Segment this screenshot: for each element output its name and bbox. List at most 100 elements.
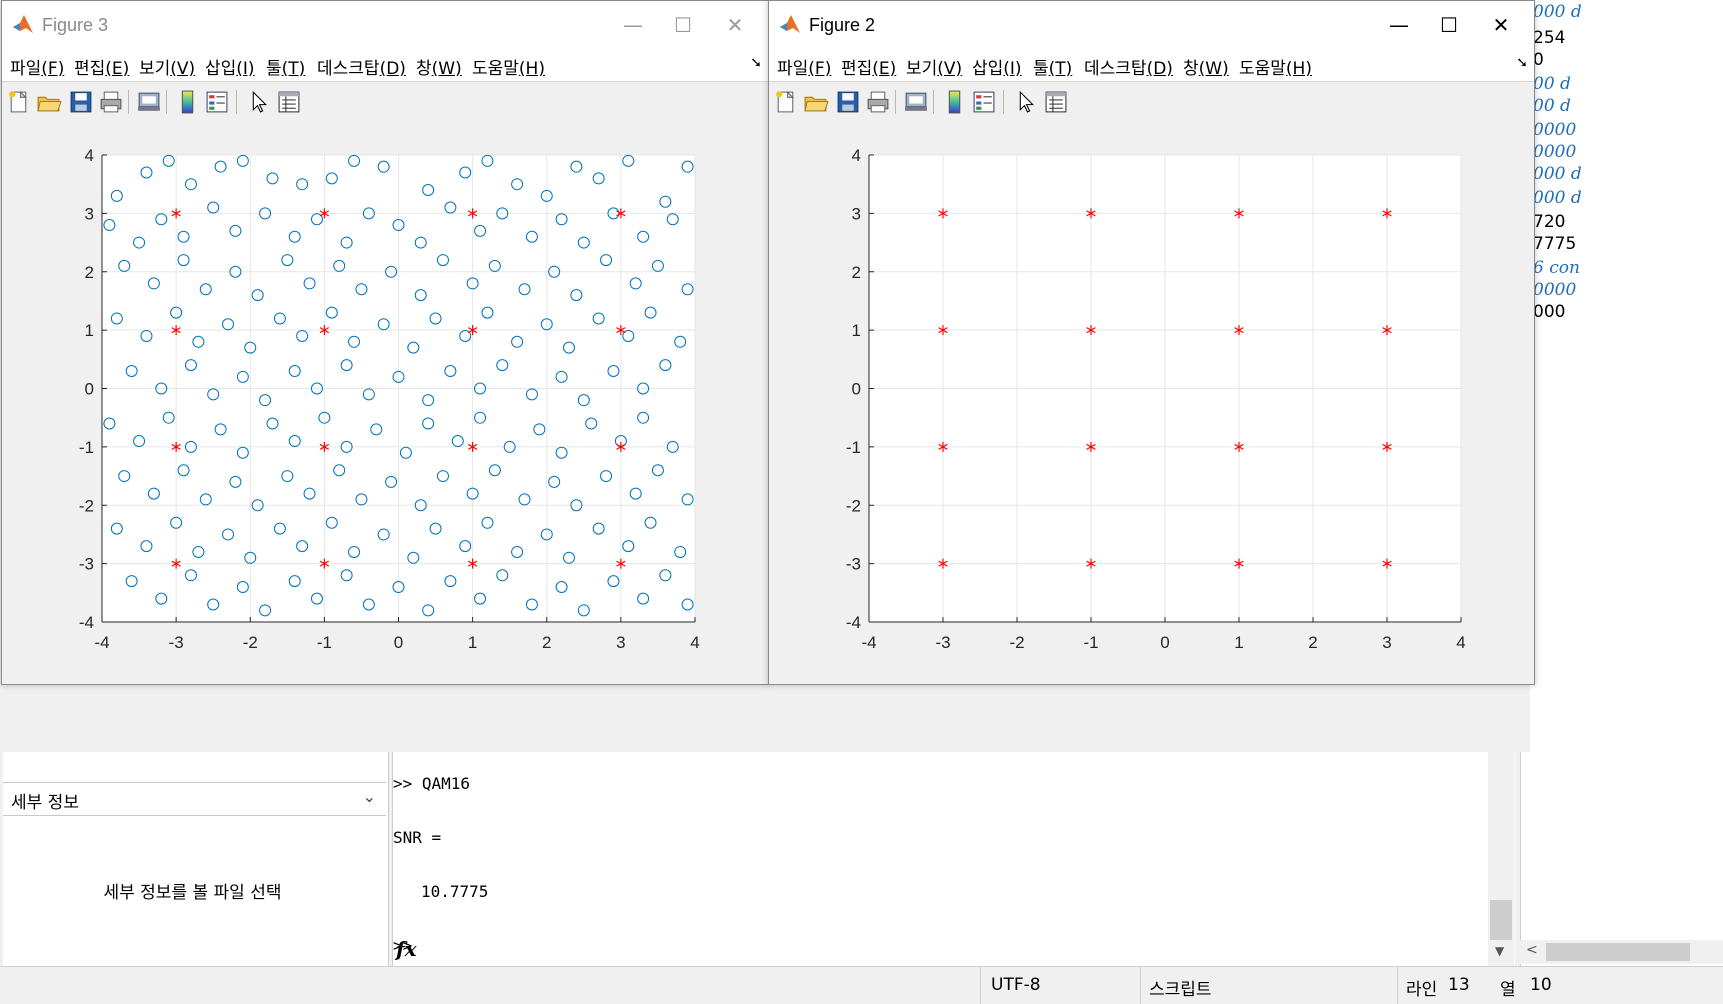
y-tick-label: 0 [852, 380, 861, 399]
figure-2-plot-area[interactable]: -4 -3 -2 -1 0 1 2 3 4 -4 -3 -2 -1 0 1 2 3 4 [769, 124, 1534, 684]
data-point-received [422, 604, 435, 617]
open-file-icon[interactable] [803, 89, 829, 115]
close-icon[interactable]: ✕ [726, 13, 744, 37]
data-point-reference [319, 441, 330, 452]
save-icon[interactable] [835, 89, 861, 115]
x-tick-label: -2 [243, 633, 258, 652]
maximize-icon[interactable]: ☐ [674, 13, 692, 37]
y-tick-label: 4 [852, 146, 861, 165]
y-tick-label: 2 [852, 263, 861, 282]
hscrollbar-thumb[interactable] [1546, 943, 1690, 961]
menu-item-3[interactable]: 삽입(I) [205, 59, 255, 79]
menu-item-0[interactable]: 파일(F) [10, 59, 65, 79]
figure-3-plot-area[interactable]: -4 -3 -2 -1 0 1 2 3 4 -4 -3 -2 -1 0 1 2 3 4 [2, 124, 768, 684]
figure-3-window[interactable]: Figure 3 — ☐ ✕ 파일(F) 편집(E) 보기(V) 삽입(I) 툴(T) 데… [1, 0, 769, 685]
data-point-received [333, 464, 346, 477]
scrollbar-thumb[interactable] [1490, 900, 1512, 940]
figure-3-toolbar [2, 81, 768, 125]
details-header[interactable]: 세부 정보 ⌄ [3, 782, 386, 816]
command-window[interactable]: >> QAM16 SNR = 10.7775 >> [392, 752, 1515, 966]
figure-3-title: Figure 3 [42, 15, 109, 35]
menu-item-2[interactable]: 보기(V) [906, 59, 963, 79]
print-icon[interactable] [865, 89, 891, 115]
data-point-received [310, 382, 323, 395]
data-point-received [348, 335, 361, 348]
data-point-received [518, 283, 531, 296]
pointer-icon[interactable] [246, 89, 272, 115]
y-tick-label: -2 [846, 496, 861, 515]
minimize-icon[interactable]: — [623, 13, 643, 37]
figure-2-toolbar [769, 81, 1534, 125]
maximize-icon[interactable]: ☐ [1440, 13, 1458, 37]
data-point-received [399, 446, 412, 459]
workspace-value-12: 0000 [1533, 280, 1577, 300]
menu-item-1[interactable]: 편집(E) [74, 59, 130, 79]
data-point-received [562, 341, 575, 354]
figure-3-menubar: 파일(F) 편집(E) 보기(V) 삽입(I) 툴(T) 데스크탑(D) 창(W) 도움말(H… [2, 49, 768, 81]
menu-item-6[interactable]: 창(W) [1183, 59, 1229, 79]
legend-icon[interactable] [204, 89, 230, 115]
data-point-received [236, 370, 249, 383]
menu-item-0[interactable]: 파일(F) [777, 59, 832, 79]
x-tick-label: 2 [1308, 633, 1317, 652]
menu-item-3[interactable]: 삽입(I) [972, 59, 1022, 79]
menu-item-1[interactable]: 편집(E) [841, 59, 897, 79]
legend-icon[interactable] [971, 89, 997, 115]
menu-item-6[interactable]: 창(W) [416, 59, 462, 79]
new-figure-icon[interactable] [6, 89, 32, 115]
x-tick-label: -3 [169, 633, 184, 652]
data-point-reference [938, 208, 948, 219]
figure-2-window[interactable]: Figure 2 — ☐ ✕ 파일(F) 편집(E) 보기(V) 삽입(I) 툴(T) 데… [768, 0, 1535, 685]
workspace-hscrollbar[interactable]: < [1520, 940, 1723, 964]
data-point-received [525, 230, 538, 243]
data-point-received [155, 382, 168, 395]
command-window-scrollbar[interactable]: ▼ [1488, 752, 1514, 966]
link-icon[interactable] [903, 89, 929, 115]
data-point-received [362, 207, 375, 220]
colorbar-icon[interactable] [941, 89, 967, 115]
new-figure-icon[interactable] [773, 89, 799, 115]
status-bar: UTF-8 스크립트 라인 13 열 10 [0, 966, 1723, 1004]
menu-item-2[interactable]: 보기(V) [139, 59, 196, 79]
y-tick-label: -1 [79, 438, 94, 457]
chevron-down-icon[interactable]: ⌄ [362, 787, 376, 806]
fx-icon[interactable]: fx [396, 937, 417, 961]
data-point-reference [1086, 558, 1096, 569]
data-point-received [325, 172, 338, 185]
close-icon[interactable]: ✕ [1492, 13, 1510, 37]
status-mode: 스크립트 [1140, 967, 1398, 1004]
print-icon[interactable] [98, 89, 124, 115]
data-point-received [355, 283, 368, 296]
property-editor-icon[interactable] [1043, 89, 1069, 115]
dock-arrow-icon[interactable]: ➘ [750, 55, 762, 71]
menu-item-7[interactable]: 도움말(H) [472, 59, 545, 79]
scroll-down-icon[interactable]: ▼ [1495, 944, 1505, 958]
scroll-left-icon[interactable]: < [1526, 942, 1538, 958]
data-point-received [177, 464, 190, 477]
figure-3-titlebar[interactable]: Figure 3 — ☐ ✕ [2, 1, 768, 49]
menu-item-5[interactable]: 데스크탑(D) [1084, 59, 1173, 79]
menu-item-4[interactable]: 툴(T) [266, 59, 306, 79]
data-point-received [266, 417, 279, 430]
link-icon[interactable] [136, 89, 162, 115]
data-point-received [503, 440, 516, 453]
x-tick-label: 4 [690, 633, 699, 652]
command-prompt[interactable]: >> [393, 936, 413, 955]
menu-item-5[interactable]: 데스크탑(D) [317, 59, 406, 79]
menu-item-7[interactable]: 도움말(H) [1239, 59, 1312, 79]
save-icon[interactable] [68, 89, 94, 115]
workspace-value-2: 0 [1533, 50, 1544, 70]
data-point-received [570, 160, 583, 173]
property-editor-icon[interactable] [276, 89, 302, 115]
menu-item-4[interactable]: 툴(T) [1033, 59, 1073, 79]
data-point-received [659, 195, 672, 208]
open-file-icon[interactable] [36, 89, 62, 115]
pointer-icon[interactable] [1013, 89, 1039, 115]
minimize-icon[interactable]: — [1389, 13, 1409, 37]
x-tick-label: 0 [1160, 633, 1169, 652]
data-point-received [170, 306, 183, 319]
colorbar-icon[interactable] [174, 89, 200, 115]
figure-2-titlebar[interactable]: Figure 2 — ☐ ✕ [769, 1, 1534, 49]
data-point-received [192, 545, 205, 558]
dock-arrow-icon[interactable]: ➘ [1516, 55, 1528, 71]
